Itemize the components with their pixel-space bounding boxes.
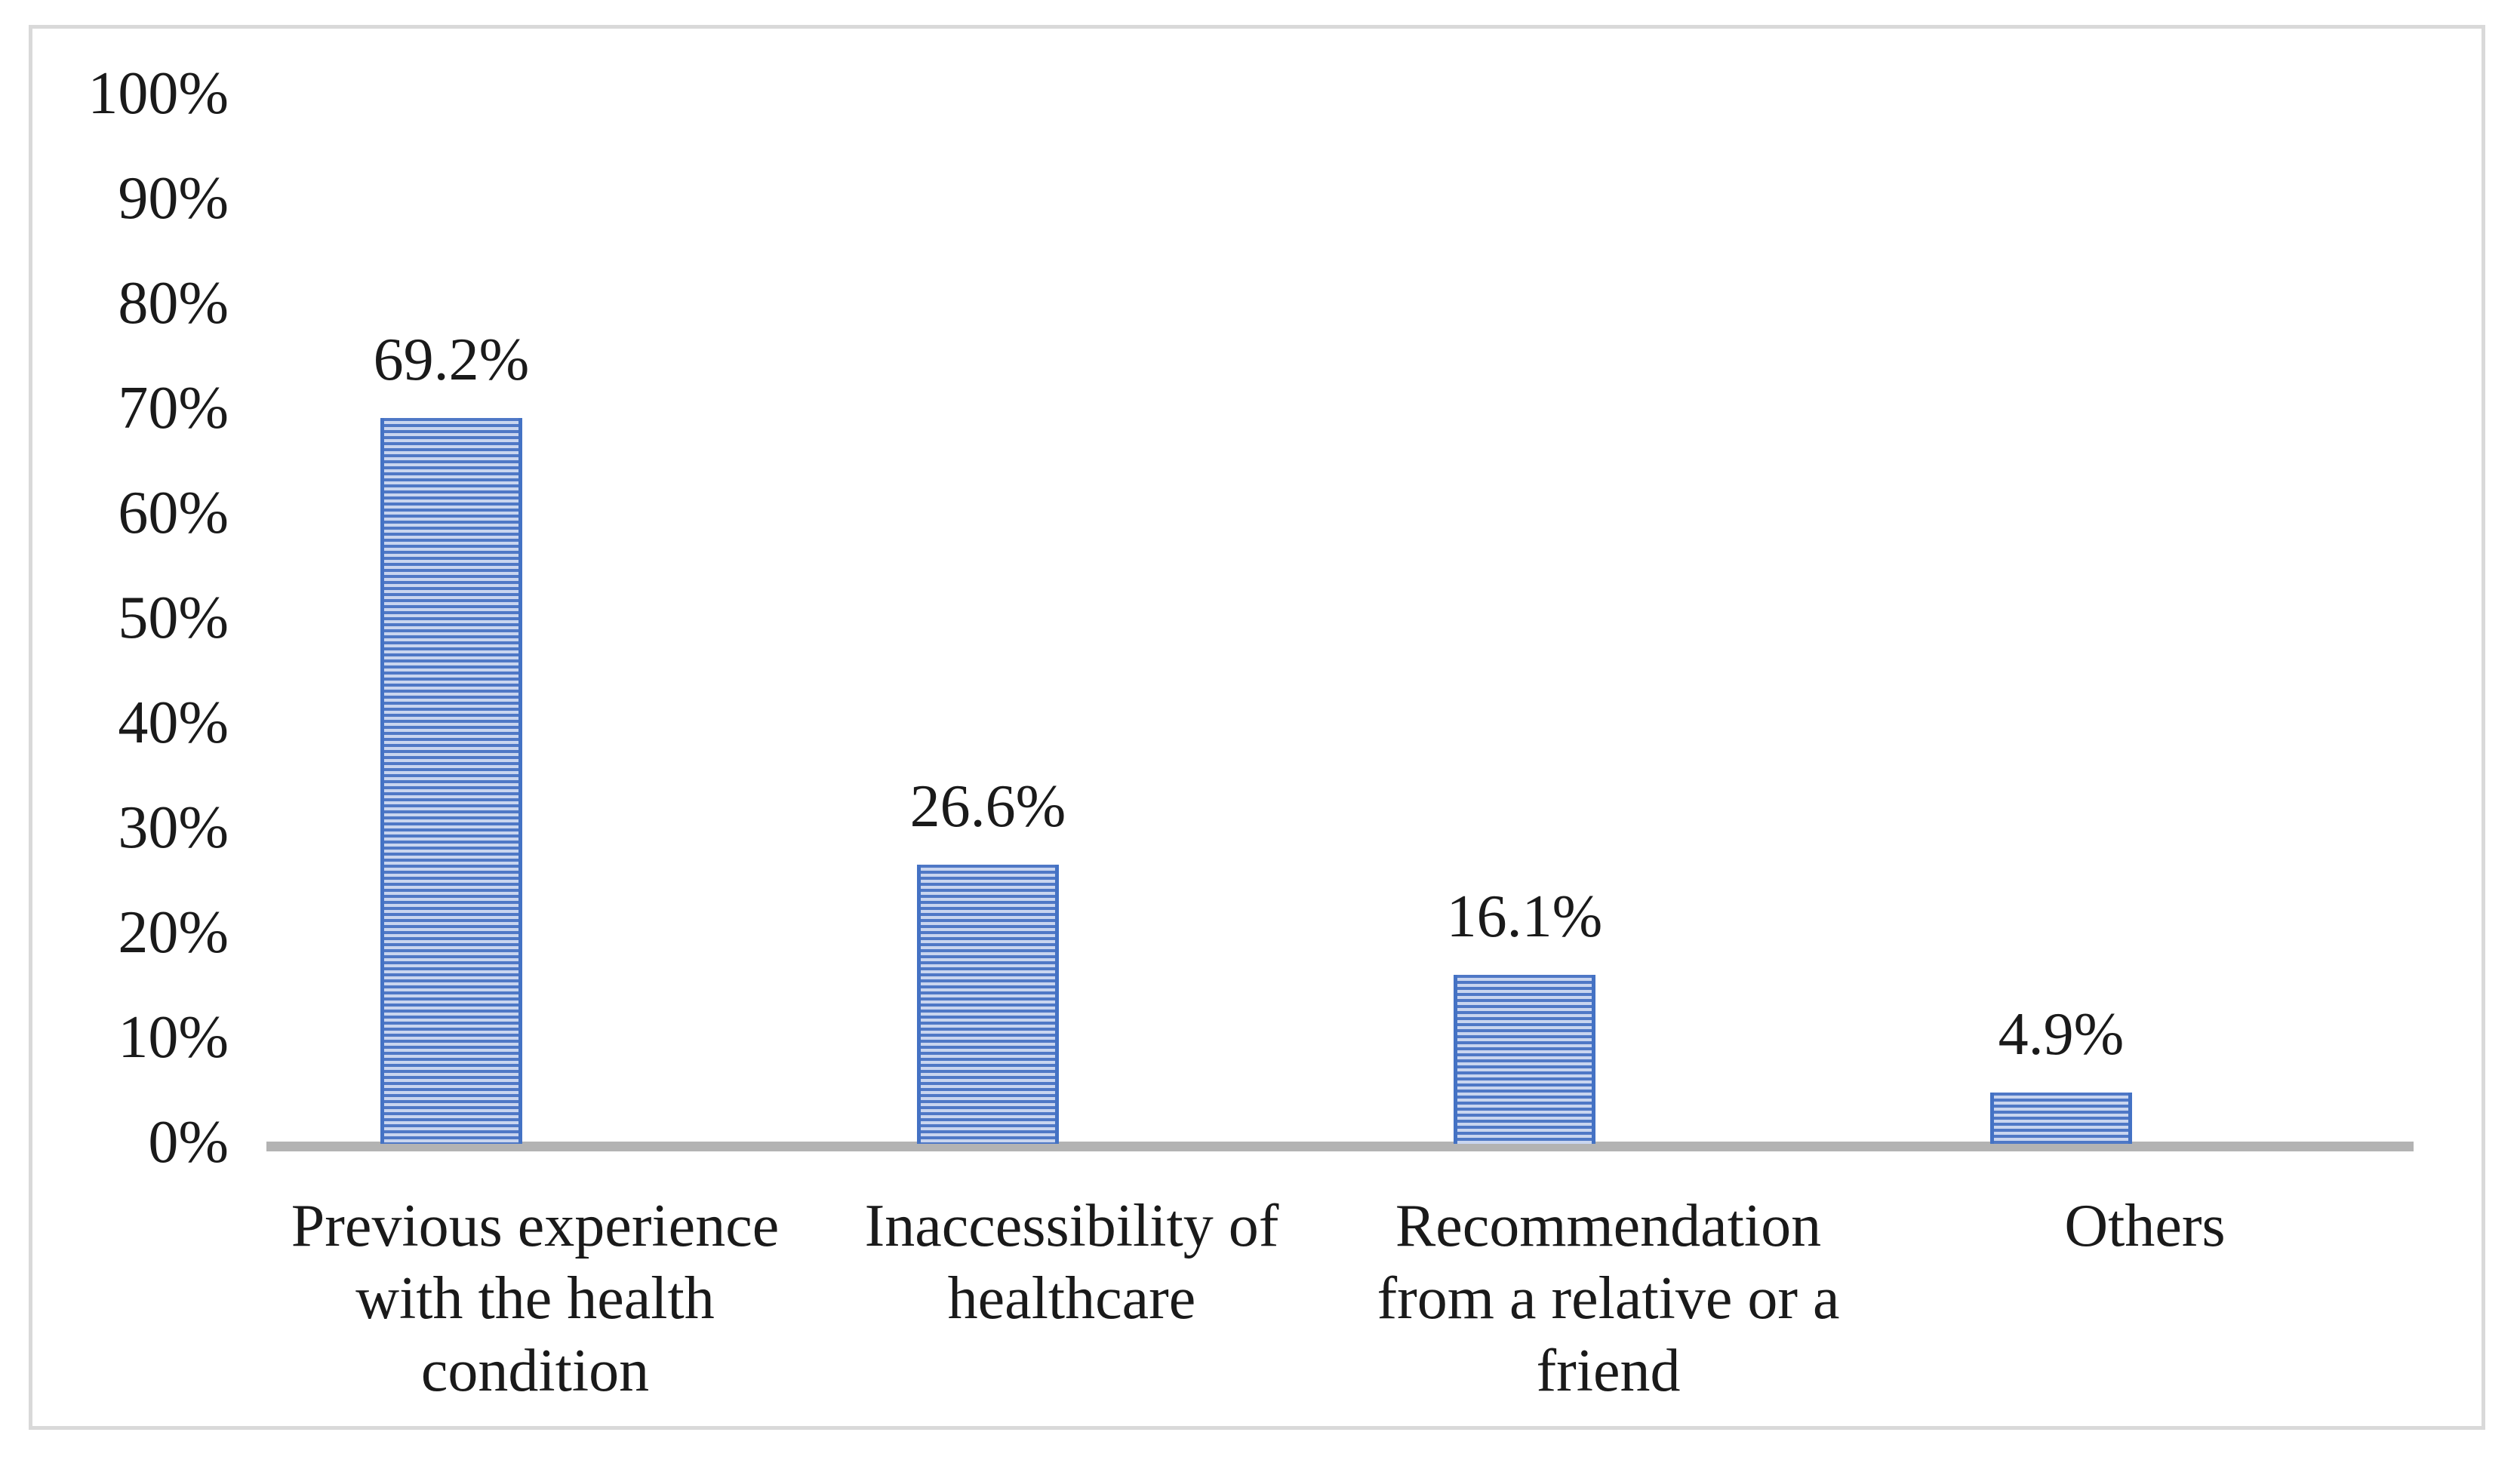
bar-value-label: 4.9% xyxy=(1998,1001,2125,1068)
y-axis-tick-label: 100% xyxy=(88,60,229,127)
category-label: Recommendation from a relative or a frie… xyxy=(1377,1193,1840,1404)
category-label: Inaccessibility of healthcare xyxy=(864,1193,1279,1332)
bar-value-label: 26.6% xyxy=(909,773,1066,840)
category-label: Previous experience with the health cond… xyxy=(291,1193,780,1404)
y-axis-tick-label: 30% xyxy=(118,795,229,861)
y-axis-tick-label: 50% xyxy=(118,585,229,651)
x-axis-line xyxy=(266,1142,2414,1151)
y-axis-tick-label: 70% xyxy=(118,375,229,441)
y-axis-tick-label: 10% xyxy=(118,1004,229,1071)
bar-value-label: 69.2% xyxy=(373,327,530,393)
y-axis-tick-label: 90% xyxy=(118,165,229,232)
bar xyxy=(917,865,1059,1144)
bar xyxy=(1990,1093,2132,1144)
category-label: Others xyxy=(2064,1193,2226,1259)
y-axis-tick-label: 40% xyxy=(118,690,229,756)
y-axis-tick-label: 0% xyxy=(148,1109,229,1176)
bar xyxy=(1454,975,1595,1144)
y-axis-tick-label: 80% xyxy=(118,270,229,337)
y-axis-tick-label: 20% xyxy=(118,899,229,966)
bar-value-label: 16.1% xyxy=(1446,884,1603,950)
y-axis-tick-label: 60% xyxy=(118,480,229,546)
bar xyxy=(380,418,522,1144)
